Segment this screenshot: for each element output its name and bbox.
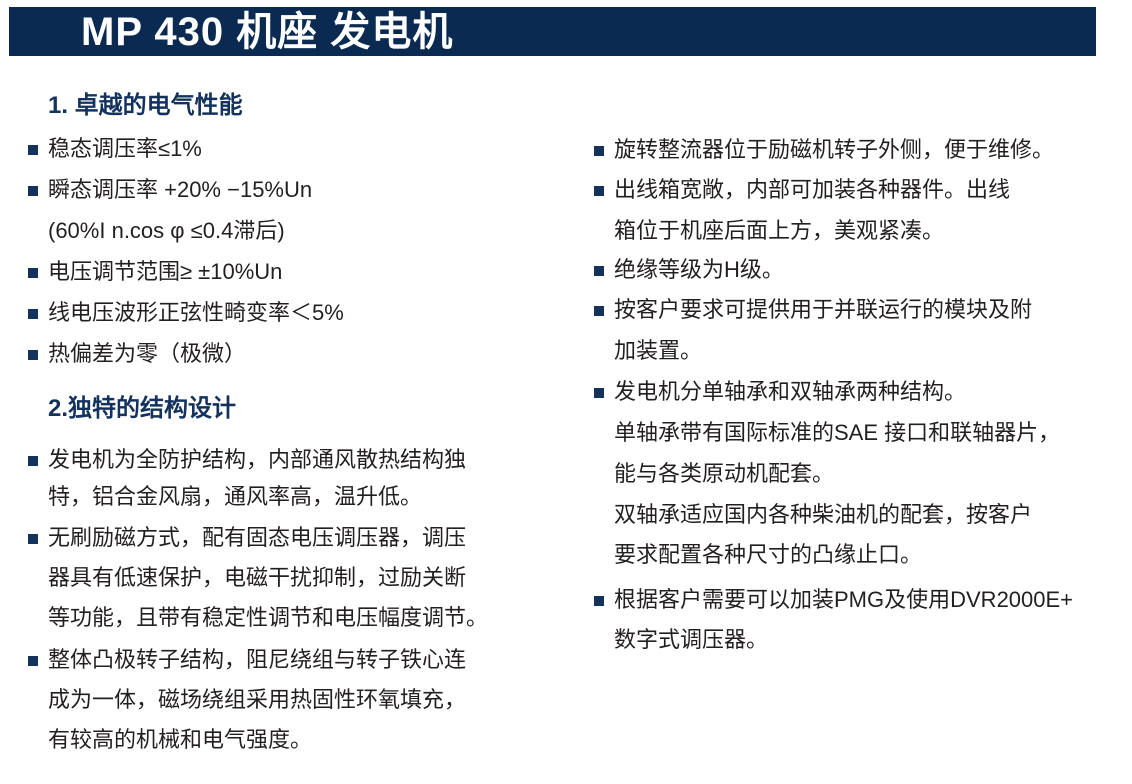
square-bullet-icon (594, 266, 604, 276)
square-bullet-icon (28, 186, 38, 196)
list-item-line: 根据客户需要可以加装PMG及使用DVR2000E+ (614, 587, 1074, 612)
section-heading: 1. 卓越的电气性能 (48, 92, 243, 119)
list-item-line: 有较高的机械和电气强度。 (48, 727, 313, 752)
list-item-line: 要求配置各种尺寸的凸缘止口。 (614, 542, 923, 567)
list-item-line: 电压调节范围≥ ±10%Un (48, 259, 283, 284)
list-item-line: 双轴承适应国内各种柴油机的配套，按客户 (614, 502, 1033, 527)
square-bullet-icon (28, 268, 38, 278)
square-bullet-icon (28, 145, 38, 155)
square-bullet-icon (28, 656, 38, 666)
list-item-line: 发电机为全防护结构，内部通风散热结构独 (48, 447, 467, 472)
section-heading: 2.独特的结构设计 (48, 395, 237, 422)
list-item-line: 无刷励磁方式，配有固态电压调压器，调压 (48, 525, 467, 550)
square-bullet-icon (594, 186, 604, 196)
list-item-line: 瞬态调压率 +20% −15%Un (48, 177, 313, 202)
list-item-line: 绝缘等级为H级。 (614, 257, 784, 282)
list-item-line: 整体凸极转子结构，阻尼绕组与转子铁心连 (48, 647, 467, 672)
list-item-line: 箱位于机座后面上方，美观紧凑。 (614, 218, 945, 243)
list-item-line: 旋转整流器位于励磁机转子外侧，便于维修。 (614, 137, 1055, 162)
list-item-line: 出线箱宽敞，内部可加装各种器件。出线 (614, 177, 1011, 202)
title-banner: MP 430 机座 发电机 (9, 7, 1096, 56)
list-item-line: (60%I n.cos φ ≤0.4滞后) (48, 218, 285, 243)
square-bullet-icon (594, 388, 604, 398)
list-item-line: 数字式调压器。 (614, 627, 769, 652)
square-bullet-icon (28, 534, 38, 544)
list-item-line: 热偏差为零（极微） (48, 341, 247, 366)
square-bullet-icon (28, 309, 38, 319)
square-bullet-icon (594, 146, 604, 156)
square-bullet-icon (594, 596, 604, 606)
square-bullet-icon (28, 456, 38, 466)
list-item-line: 线电压波形正弦性畸变率＜5% (48, 300, 344, 325)
list-item-line: 单轴承带有国际标准的SAE 接口和联轴器片， (614, 420, 1061, 445)
page-title: MP 430 机座 发电机 (81, 10, 454, 54)
list-item-line: 按客户要求可提供用于并联运行的模块及附 (614, 297, 1033, 322)
list-item-line: 能与各类原动机配套。 (614, 461, 835, 486)
list-item-line: 等功能，且带有稳定性调节和电压幅度调节。 (48, 605, 489, 630)
square-bullet-icon (594, 306, 604, 316)
list-item-line: 稳态调压率≤1% (48, 136, 202, 161)
list-item-line: 器具有低速保护，电磁干扰抑制，过励关断 (48, 565, 467, 590)
square-bullet-icon (28, 350, 38, 360)
list-item-line: 成为一体，磁场绕组采用热固性环氧填充， (48, 687, 467, 712)
list-item-line: 加装置。 (614, 338, 703, 363)
list-item-line: 发电机分单轴承和双轴承两种结构。 (614, 379, 967, 404)
list-item-line: 特，铝合金风扇，通风率高，温升低。 (48, 484, 423, 509)
